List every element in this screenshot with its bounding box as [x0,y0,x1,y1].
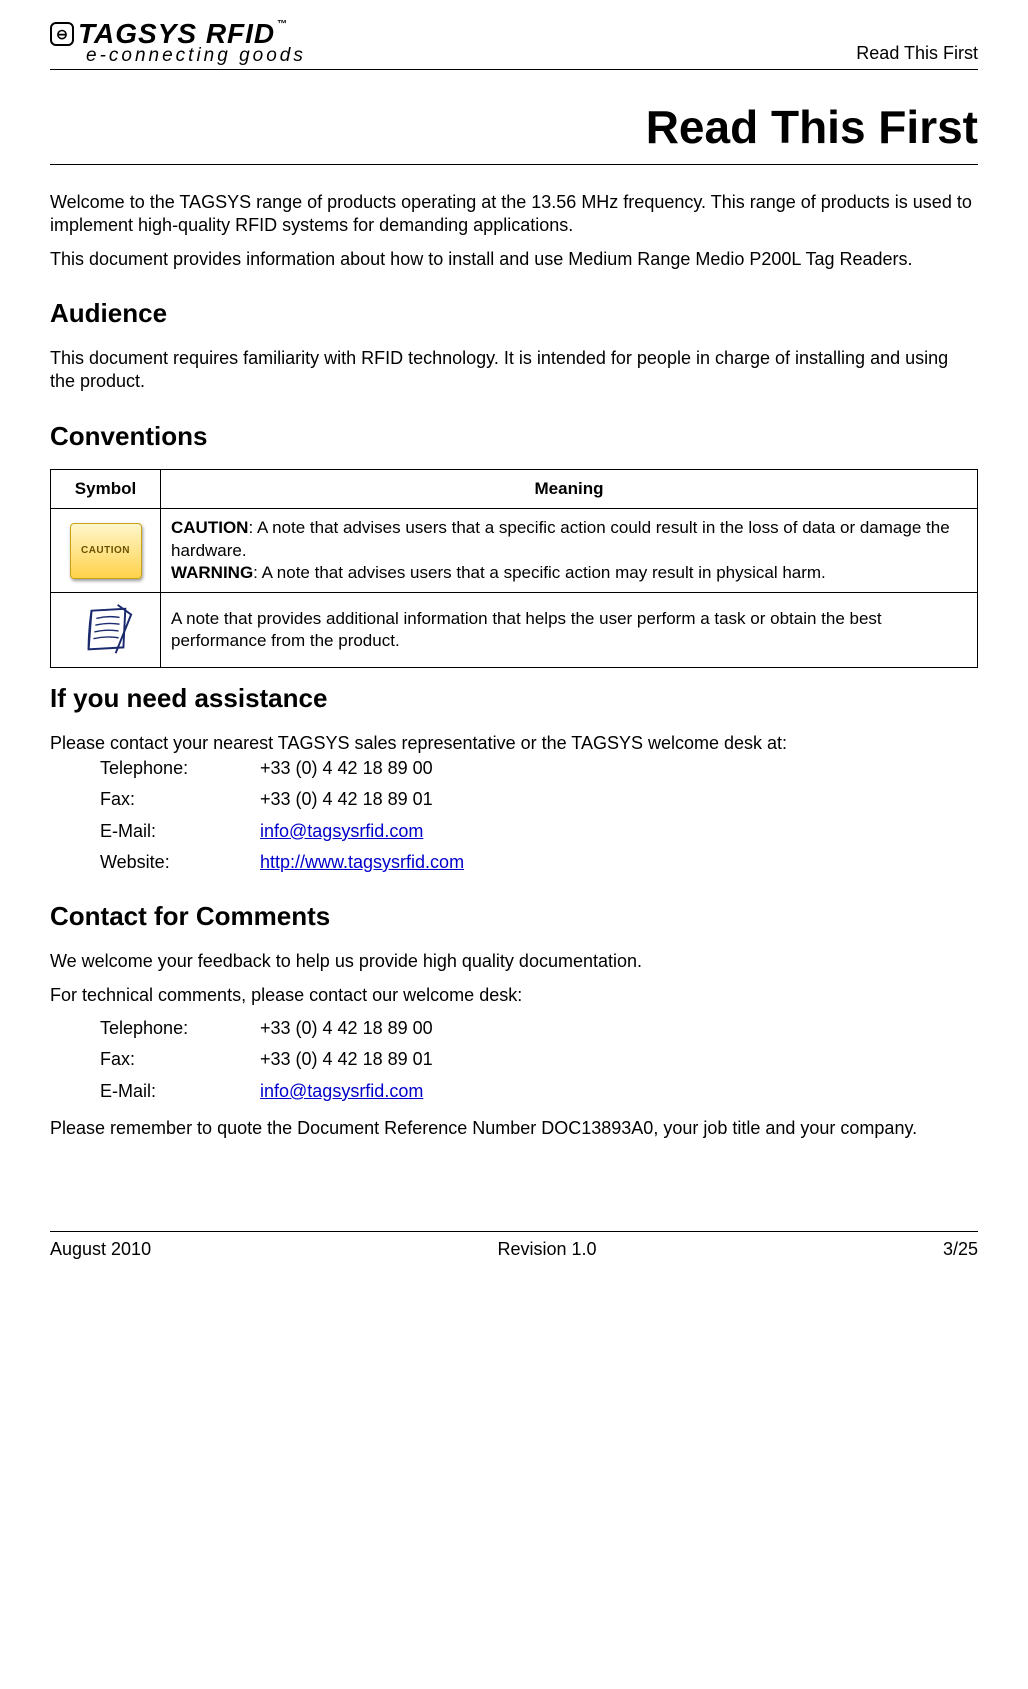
contact-value: +33 (0) 4 42 18 89 01 [260,788,433,811]
email-link[interactable]: info@tagsysrfid.com [260,821,423,841]
audience-heading: Audience [50,297,978,331]
logo: ⊖ TAGSYS RFID™ e-connecting goods [50,20,306,65]
warning-bold: WARNING [171,563,253,582]
contact-row: Fax: +33 (0) 4 42 18 89 01 [100,1048,978,1071]
assistance-contacts: Telephone: +33 (0) 4 42 18 89 00 Fax: +3… [100,757,978,875]
contact-label: Fax: [100,788,260,811]
email-link[interactable]: info@tagsysrfid.com [260,1081,423,1101]
assistance-intro: Please contact your nearest TAGSYS sales… [50,732,978,755]
caution-text: : A note that advises users that a speci… [171,518,950,559]
comments-p2: For technical comments, please contact o… [50,984,978,1007]
contact-label: Telephone: [100,757,260,780]
page-header: ⊖ TAGSYS RFID™ e-connecting goods Read T… [50,20,978,70]
symbol-cell-caution: CAUTION [51,509,161,592]
footer-right: 3/25 [943,1238,978,1261]
contact-label: E-Mail: [100,820,260,843]
comments-contacts: Telephone: +33 (0) 4 42 18 89 00 Fax: +3… [100,1017,978,1103]
assistance-heading: If you need assistance [50,682,978,716]
intro-p1: Welcome to the TAGSYS range of products … [50,191,978,238]
logo-tagline: e-connecting goods [86,46,306,65]
contact-row: E-Mail: info@tagsysrfid.com [100,820,978,843]
conventions-table: Symbol Meaning CAUTION CAUTION: A note t… [50,469,978,667]
contact-label: E-Mail: [100,1080,260,1103]
table-row: CAUTION CAUTION: A note that advises use… [51,509,978,592]
contact-label: Telephone: [100,1017,260,1040]
contact-value: +33 (0) 4 42 18 89 01 [260,1048,433,1071]
logo-icon: ⊖ [50,22,74,46]
page-title: Read This First [50,98,978,165]
contact-value: +33 (0) 4 42 18 89 00 [260,757,433,780]
table-row: A note that provides additional informat… [51,592,978,667]
intro-p2: This document provides information about… [50,248,978,271]
contact-row: Fax: +33 (0) 4 42 18 89 01 [100,788,978,811]
contact-value: +33 (0) 4 42 18 89 00 [260,1017,433,1040]
caution-icon: CAUTION [70,523,142,579]
comments-reminder: Please remember to quote the Document Re… [50,1117,978,1140]
audience-text: This document requires familiarity with … [50,347,978,394]
website-link[interactable]: http://www.tagsysrfid.com [260,852,464,872]
contact-row: Website: http://www.tagsysrfid.com [100,851,978,874]
conventions-heading: Conventions [50,420,978,454]
contact-label: Website: [100,851,260,874]
page-footer: August 2010 Revision 1.0 3/25 [50,1231,978,1261]
contact-row: E-Mail: info@tagsysrfid.com [100,1080,978,1103]
note-icon [76,601,136,659]
logo-tm: ™ [277,19,288,30]
meaning-cell-note: A note that provides additional informat… [161,592,978,667]
contact-row: Telephone: +33 (0) 4 42 18 89 00 [100,1017,978,1040]
contact-row: Telephone: +33 (0) 4 42 18 89 00 [100,757,978,780]
col-meaning: Meaning [161,470,978,509]
col-symbol: Symbol [51,470,161,509]
comments-p1: We welcome your feedback to help us prov… [50,950,978,973]
logo-brand: TAGSYS RFID™ [78,20,288,48]
header-right-text: Read This First [856,42,978,65]
warning-text: : A note that advises users that a speci… [253,563,826,582]
comments-heading: Contact for Comments [50,900,978,934]
symbol-cell-note [51,592,161,667]
footer-center: Revision 1.0 [497,1238,596,1261]
footer-left: August 2010 [50,1238,151,1261]
caution-bold: CAUTION [171,518,248,537]
meaning-cell-caution: CAUTION: A note that advises users that … [161,509,978,592]
contact-label: Fax: [100,1048,260,1071]
